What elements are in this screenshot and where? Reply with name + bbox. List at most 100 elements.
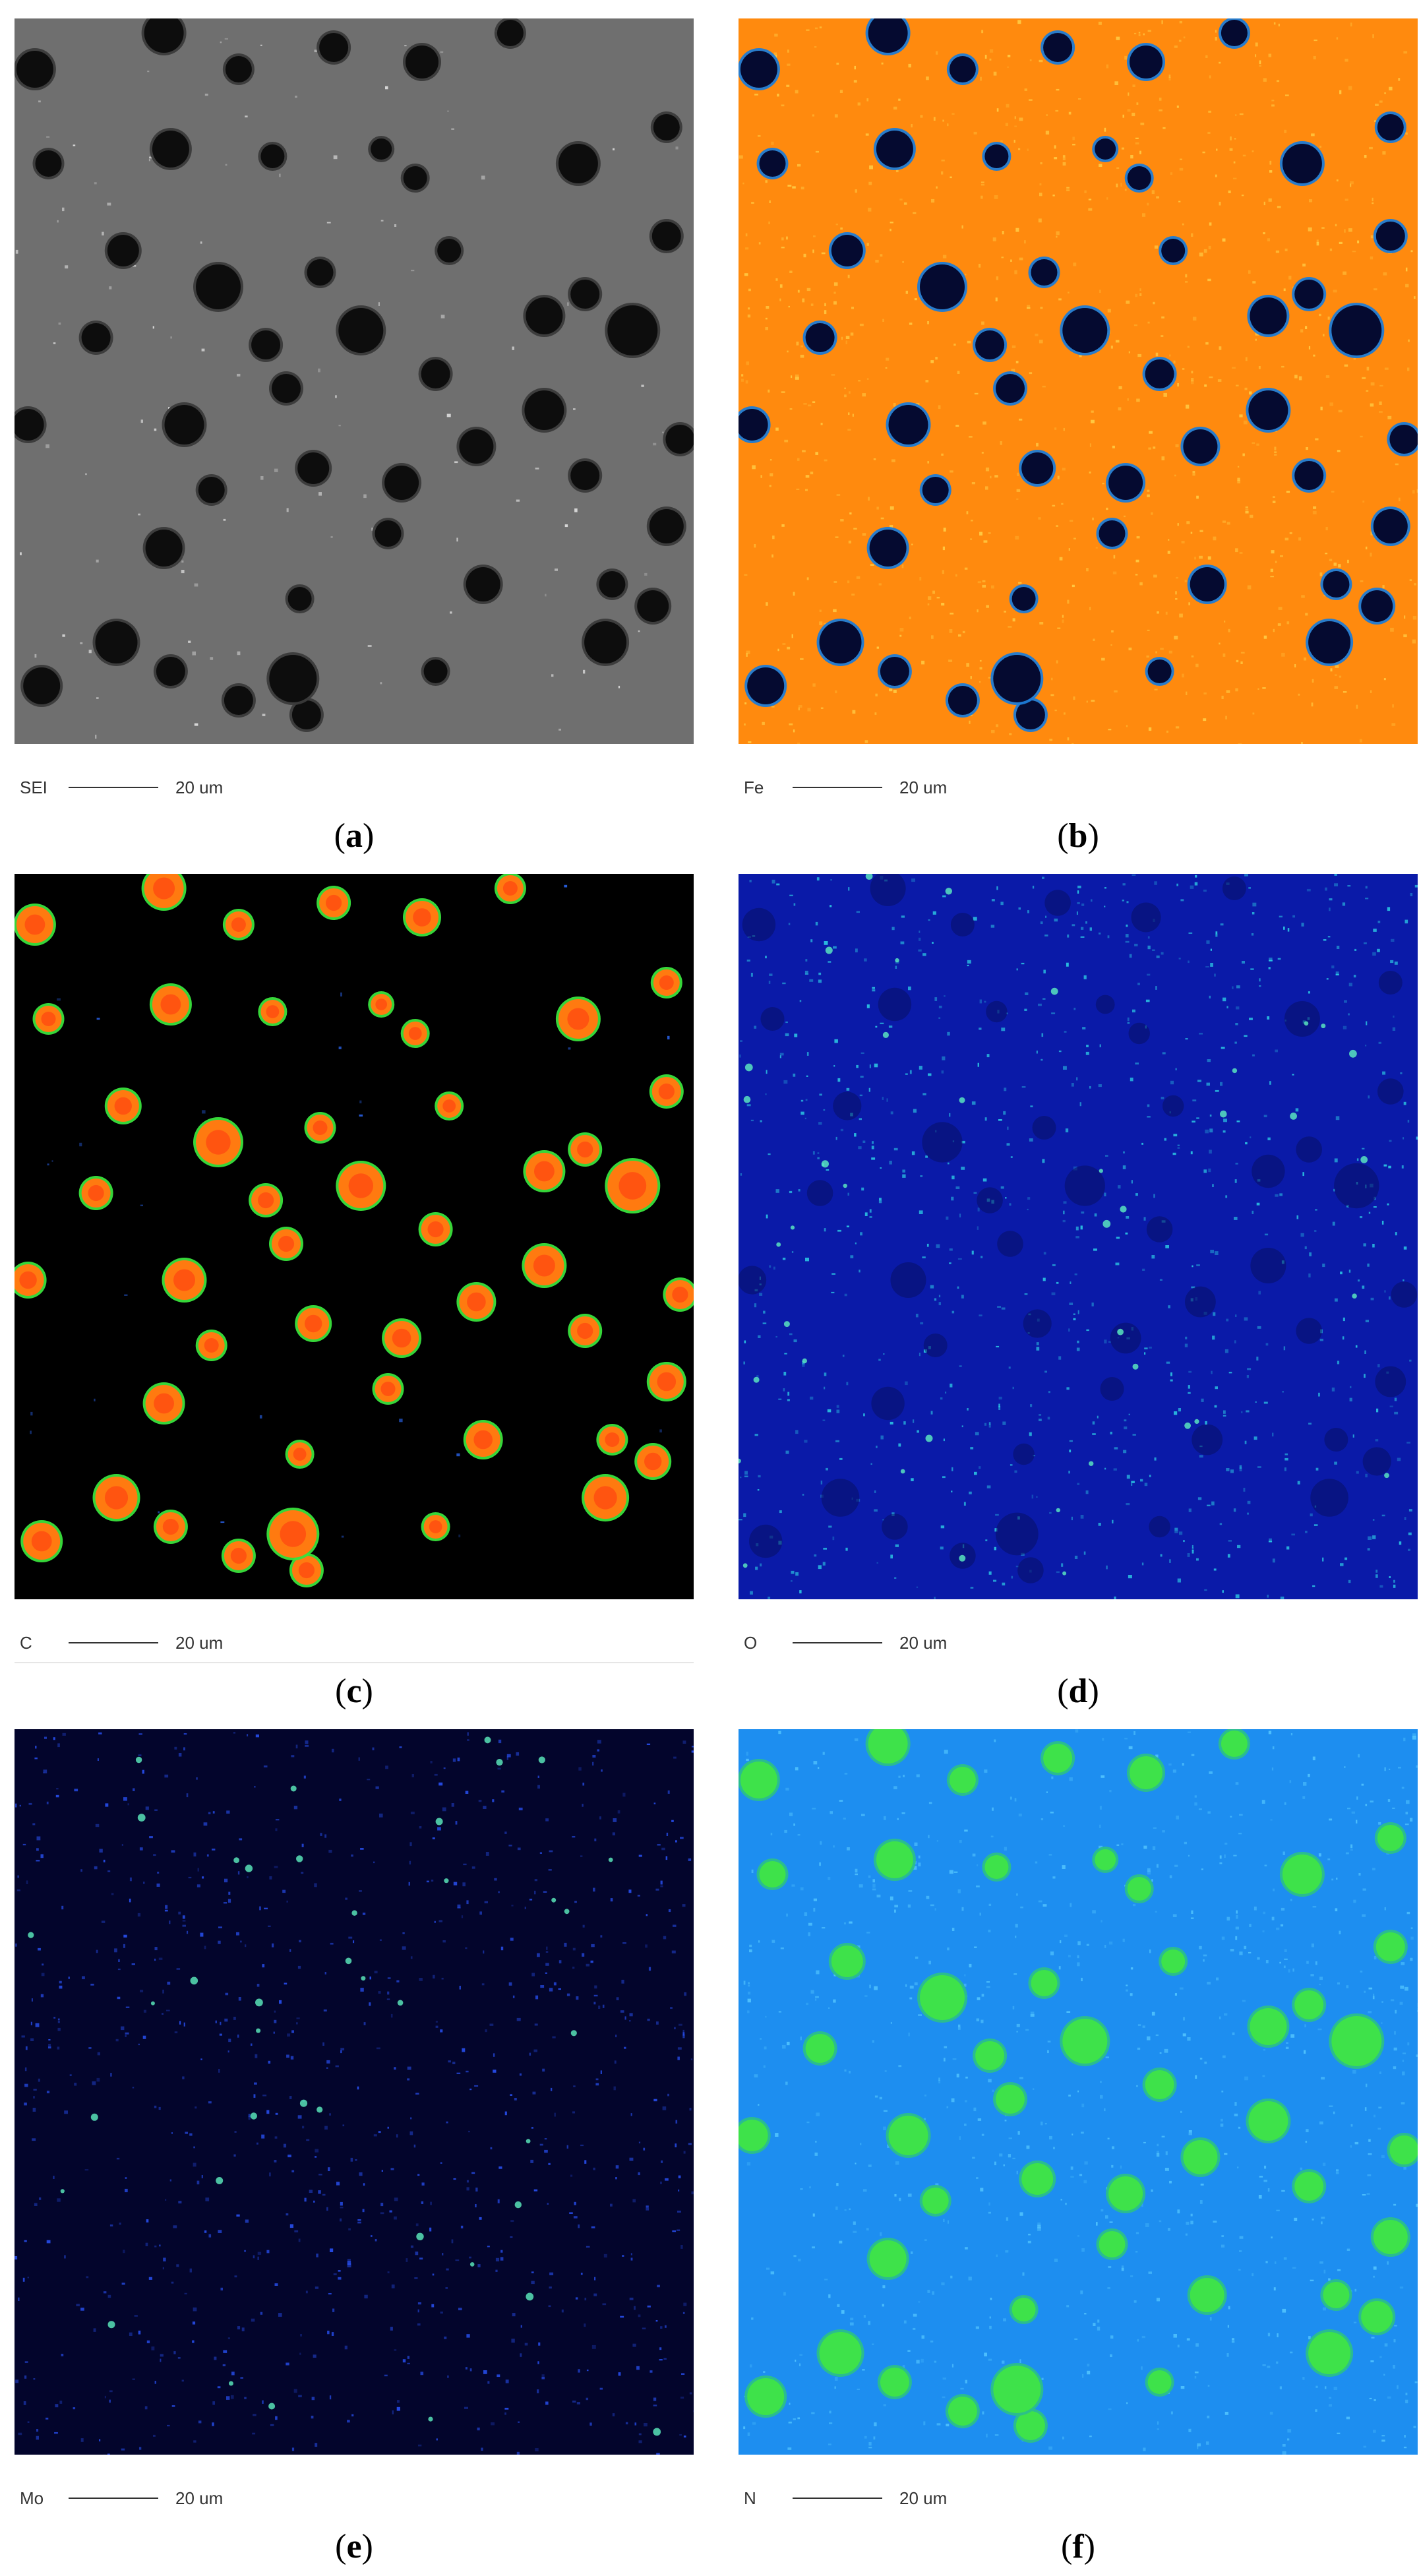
noise-speck <box>1126 725 1128 727</box>
noise-speck <box>1020 1906 1023 1909</box>
noise-speck <box>1277 206 1281 208</box>
noise-speck <box>93 2328 96 2332</box>
noise-speck <box>907 1904 911 1908</box>
noise-speck <box>1310 2279 1314 2282</box>
noise-speck <box>15 1943 17 1947</box>
noise-speck <box>260 44 262 46</box>
noise-speck <box>121 2283 125 2285</box>
noise-speck <box>948 659 953 662</box>
noise-speck <box>931 199 935 203</box>
noise-speck <box>1009 1203 1011 1206</box>
noise-speck <box>813 1898 817 1901</box>
noise-speck <box>1089 1086 1091 1089</box>
noise-speck <box>1188 1855 1190 1857</box>
noise-speck <box>1362 501 1365 503</box>
noise-speck <box>749 880 752 882</box>
noise-speck <box>520 2325 522 2328</box>
noise-speck <box>1273 22 1276 25</box>
noise-speck <box>162 2013 164 2015</box>
noise-speck <box>1088 208 1093 211</box>
noise-speck <box>653 2397 657 2401</box>
noise-speck <box>1143 33 1145 36</box>
noise-speck <box>1126 300 1130 304</box>
noise-speck <box>31 1998 33 2002</box>
noise-speck <box>461 1915 464 1918</box>
noise-speck <box>1370 235 1374 239</box>
particle <box>1159 236 1188 265</box>
noise-speck <box>854 1738 859 1742</box>
noise-speck <box>1294 2217 1298 2221</box>
bright-spot <box>900 1469 905 1474</box>
noise-speck <box>743 1513 746 1518</box>
noise-speck <box>1207 2415 1210 2418</box>
noise-speck <box>1219 61 1221 64</box>
noise-speck <box>798 1189 800 1192</box>
noise-speck <box>539 1852 542 1854</box>
noise-speck <box>791 1251 794 1253</box>
noise-speck <box>768 1153 771 1155</box>
noise-speck <box>911 1151 915 1155</box>
noise-speck <box>771 1940 775 1943</box>
noise-speck <box>818 1767 820 1769</box>
noise-speck <box>994 2434 999 2436</box>
noise-speck <box>1016 498 1019 500</box>
noise-speck <box>328 1849 332 1853</box>
noise-speck <box>743 2426 746 2430</box>
noise-speck <box>597 1749 599 1752</box>
noise-speck <box>1271 100 1275 102</box>
noise-speck <box>673 1756 677 1759</box>
noise-speck <box>613 2086 616 2091</box>
noise-speck <box>1115 340 1120 343</box>
noise-speck <box>314 49 318 53</box>
particle <box>1017 1557 1044 1583</box>
noise-speck <box>178 1911 181 1915</box>
noise-speck <box>1209 995 1211 998</box>
noise-speck <box>886 357 890 361</box>
noise-speck <box>851 594 855 596</box>
noise-speck <box>793 2418 796 2420</box>
noise-speck <box>617 1810 620 1814</box>
noise-speck <box>298 2238 301 2242</box>
particle <box>32 1003 65 1035</box>
noise-speck <box>1374 288 1377 291</box>
noise-speck <box>966 511 969 514</box>
noise-speck <box>744 1471 748 1475</box>
noise-speck <box>121 2448 125 2451</box>
noise-speck <box>1064 1031 1067 1033</box>
noise-speck <box>171 2405 175 2407</box>
noise-speck <box>615 2165 619 2169</box>
noise-speck <box>864 740 868 743</box>
noise-speck <box>1267 1016 1270 1020</box>
noise-speck <box>1282 1391 1284 1393</box>
noise-speck <box>1231 2340 1235 2343</box>
noise-speck <box>53 2176 55 2179</box>
noise-speck <box>1155 1911 1157 1913</box>
noise-speck <box>357 2219 361 2221</box>
noise-speck <box>1030 2011 1035 2014</box>
noise-speck <box>982 584 986 588</box>
noise-speck <box>812 249 814 253</box>
noise-speck <box>663 1936 667 1940</box>
noise-speck <box>28 1802 32 1805</box>
noise-speck <box>970 1587 974 1589</box>
noise-speck <box>795 374 799 377</box>
noise-speck <box>647 2305 651 2308</box>
noise-speck <box>1219 1862 1223 1864</box>
noise-speck <box>540 1985 545 1988</box>
noise-speck <box>1238 2126 1241 2129</box>
bright-spot <box>484 1736 491 1744</box>
noise-speck <box>447 2375 449 2378</box>
noise-speck <box>1156 1864 1159 1868</box>
noise-speck <box>313 2200 315 2203</box>
noise-speck <box>1039 193 1042 197</box>
noise-speck <box>1350 2124 1353 2127</box>
noise-speck <box>1066 187 1070 189</box>
noise-speck <box>938 1295 941 1298</box>
noise-speck <box>866 2228 869 2231</box>
noise-speck <box>380 2203 384 2207</box>
noise-speck <box>988 677 992 679</box>
noise-speck <box>990 925 995 928</box>
noise-speck <box>748 1984 750 1987</box>
noise-speck <box>822 1562 826 1566</box>
noise-speck <box>129 2332 133 2336</box>
